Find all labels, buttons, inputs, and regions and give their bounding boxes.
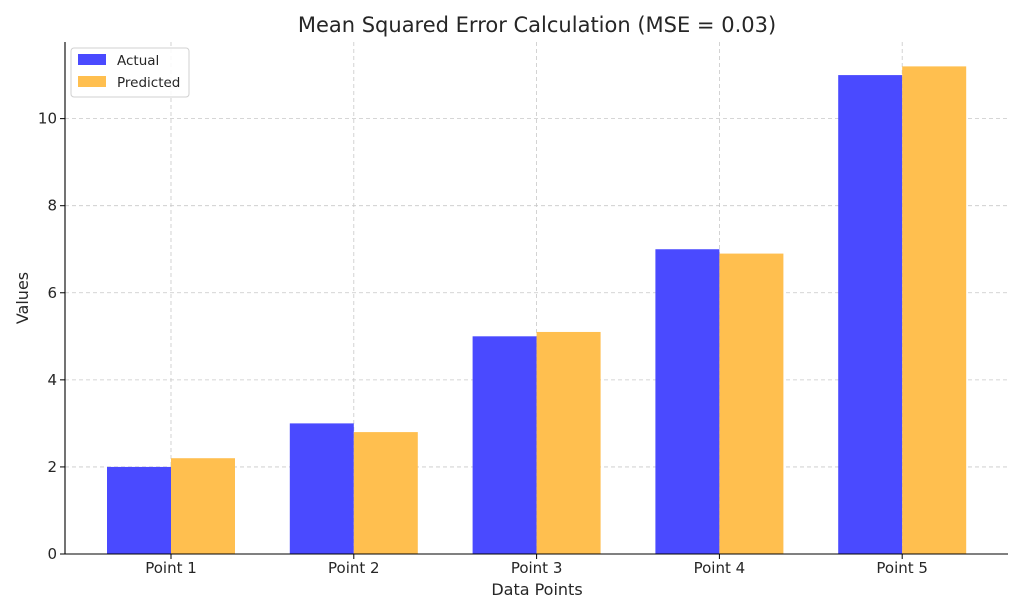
y-tick-label: 10 [38, 110, 57, 128]
bar-actual-5 [838, 75, 903, 554]
bar-predicted-5 [902, 66, 967, 554]
y-tick-label: 8 [47, 197, 57, 215]
bar-actual-3 [472, 336, 537, 554]
chart-title: Mean Squared Error Calculation (MSE = 0.… [298, 13, 776, 37]
legend-label-predicted: Predicted [117, 75, 180, 91]
legend-swatch-actual [78, 54, 106, 65]
bar-actual-2 [289, 423, 354, 554]
y-axis-label: Values [13, 272, 32, 324]
x-tick-label: Point 3 [511, 559, 563, 577]
y-tick-label: 4 [47, 371, 57, 389]
bars [107, 66, 967, 554]
x-tick-label: Point 4 [694, 559, 746, 577]
x-tick-label: Point 2 [328, 559, 380, 577]
bar-actual-4 [655, 249, 720, 554]
x-ticks: Point 1 Point 2 Point 3 Point 4 Point 5 [145, 554, 928, 577]
x-tick-label: Point 1 [145, 559, 197, 577]
bar-predicted-3 [536, 331, 601, 554]
y-ticks: 0 2 4 6 8 10 [38, 110, 65, 563]
y-tick-label: 0 [47, 545, 57, 563]
legend-label-actual: Actual [117, 53, 159, 69]
bar-actual-1 [107, 466, 171, 554]
legend-swatch-predicted [78, 76, 106, 87]
bar-predicted-4 [719, 253, 784, 554]
bar-predicted-2 [353, 432, 418, 554]
legend: Actual Predicted [70, 47, 190, 98]
y-tick-label: 6 [47, 284, 57, 302]
y-tick-label: 2 [47, 458, 57, 476]
bar-predicted-1 [171, 458, 235, 554]
x-axis-label: Data Points [491, 580, 582, 599]
grid-lines [65, 42, 1008, 554]
x-tick-label: Point 5 [876, 559, 928, 577]
